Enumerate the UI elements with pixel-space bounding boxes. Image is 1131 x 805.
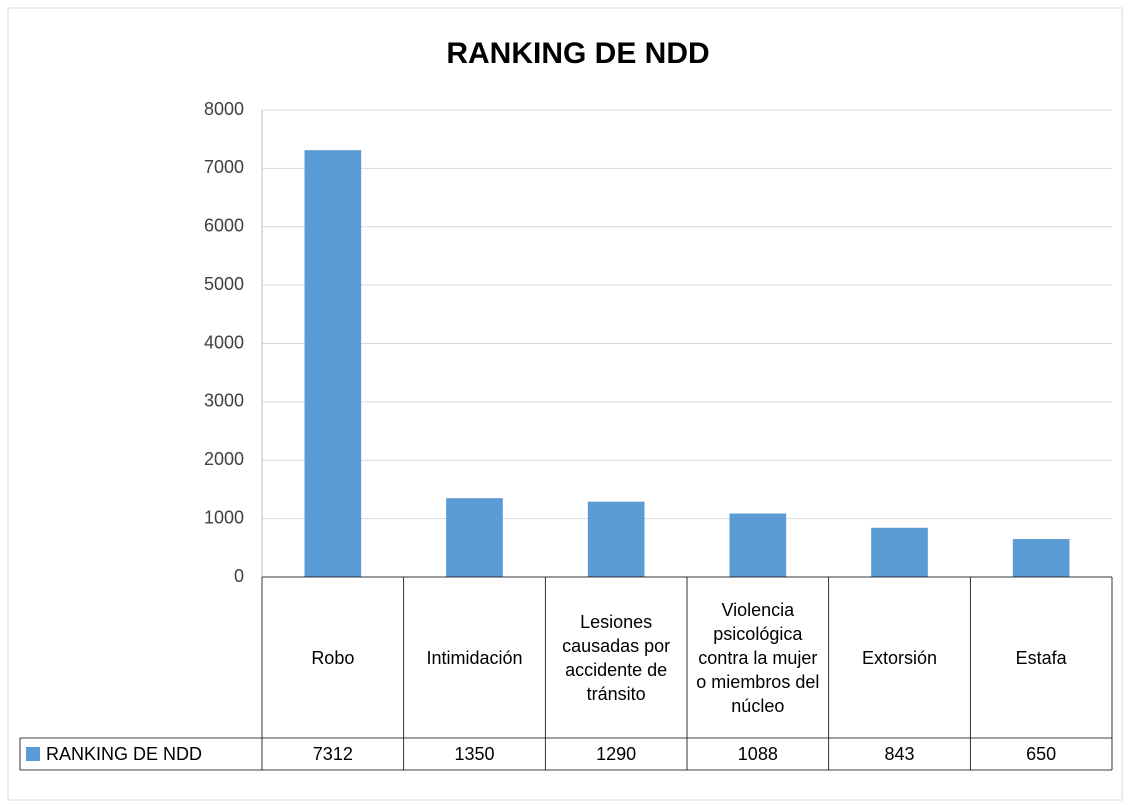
table-value: 1088	[737, 744, 778, 764]
legend-label: RANKING DE NDD	[46, 744, 203, 764]
y-tick-label: 8000	[204, 99, 244, 119]
bar	[304, 150, 362, 578]
y-tick-label: 2000	[204, 449, 244, 469]
table-value: 1290	[596, 744, 637, 764]
chart-border	[7, 7, 1123, 801]
bar	[871, 527, 928, 577]
chart-title: RANKING DE NDD	[446, 37, 709, 70]
table-value: 650	[1026, 744, 1057, 764]
y-tick-label: 5000	[204, 274, 244, 294]
x-tick-label: Intimidación	[426, 647, 523, 668]
y-tick-label: 0	[234, 566, 244, 586]
table-value: 7312	[312, 744, 353, 764]
y-tick-label: 3000	[204, 391, 244, 411]
legend-key	[26, 747, 40, 761]
bar	[446, 498, 503, 577]
table-value: 843	[884, 744, 915, 764]
x-tick-label: Estafa	[1015, 647, 1067, 668]
bar	[729, 513, 787, 577]
x-tick-label: Violencia psicológica contra la mujer o …	[696, 599, 820, 716]
bar	[1012, 539, 1070, 577]
y-tick-label: 6000	[204, 216, 244, 236]
y-tick-label: 1000	[204, 507, 244, 527]
table-value: 1350	[454, 744, 495, 764]
y-tick-label: 7000	[204, 157, 244, 177]
bar	[587, 501, 645, 577]
x-tick-label: Robo	[311, 647, 355, 668]
y-tick-label: 4000	[204, 332, 244, 352]
x-tick-label: Extorsión	[861, 647, 937, 668]
x-tick-label: Lesiones causadas por accidente de tráns…	[562, 611, 671, 704]
